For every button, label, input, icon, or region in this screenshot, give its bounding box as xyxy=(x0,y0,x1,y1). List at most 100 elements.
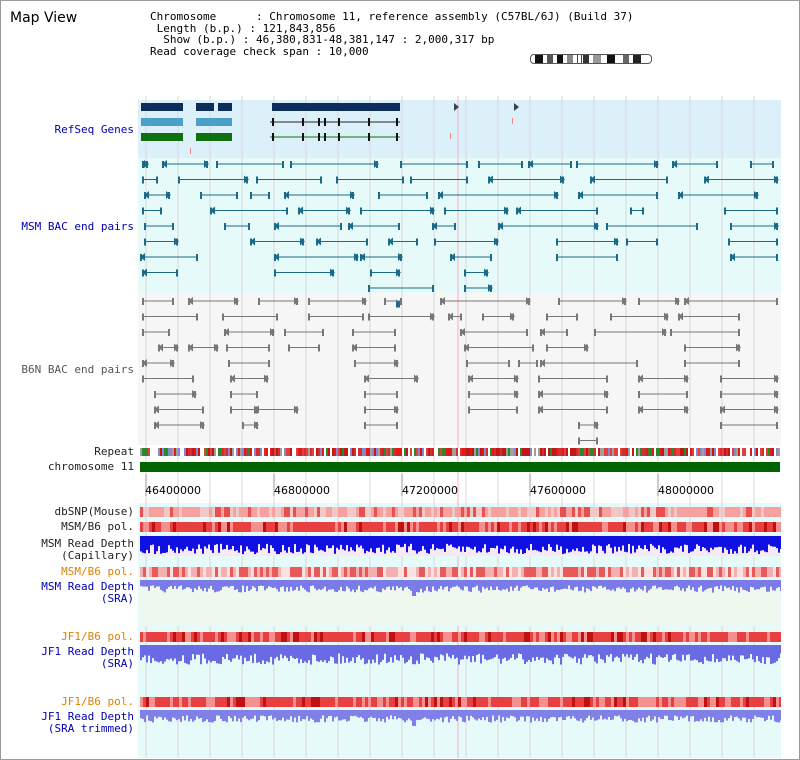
depth-bar xyxy=(510,710,512,716)
depth-bar xyxy=(388,710,390,720)
depth-bar xyxy=(534,536,536,550)
depth-bar xyxy=(420,580,422,589)
polymorphism-cell xyxy=(416,632,419,642)
depth-bar xyxy=(222,536,224,550)
bac-end xyxy=(521,161,523,168)
depth-bar xyxy=(300,645,302,660)
bac-end xyxy=(368,313,370,321)
depth-bar xyxy=(462,645,464,660)
repeat-segment xyxy=(196,448,198,456)
depth-bar xyxy=(498,645,500,659)
polymorphism-cell xyxy=(161,522,164,532)
polymorphism-cell xyxy=(518,567,521,577)
depth-bar xyxy=(534,710,536,721)
repeat-segment xyxy=(720,448,722,456)
depth-bar xyxy=(482,536,484,549)
depth-bar xyxy=(176,645,178,665)
depth-bar xyxy=(538,645,540,660)
repeat-segment xyxy=(710,448,712,456)
repeat-segment xyxy=(646,448,648,456)
polymorphism-cell xyxy=(773,632,776,642)
polymorphism-cell xyxy=(773,507,776,517)
depth-bar xyxy=(302,580,304,588)
polymorphism-cell xyxy=(431,522,434,532)
depth-bar xyxy=(346,710,348,722)
depth-bar xyxy=(674,580,676,587)
depth-bar xyxy=(598,580,600,587)
repeat-segment xyxy=(354,448,356,456)
polymorphism-cell xyxy=(533,567,536,577)
depth-bar xyxy=(358,536,360,548)
depth-bar xyxy=(220,710,222,719)
depth-bar xyxy=(644,645,646,660)
chromosome-ideogram[interactable] xyxy=(530,54,652,64)
polymorphism-cell xyxy=(674,632,677,642)
repeat-segment xyxy=(460,448,462,456)
polymorphism-cell xyxy=(272,632,275,642)
polymorphism-cell xyxy=(689,507,692,517)
polymorphism-cell xyxy=(386,632,389,642)
depth-bar xyxy=(588,536,590,554)
depth-bar xyxy=(764,710,766,722)
depth-bar xyxy=(392,645,394,663)
polymorphism-cell xyxy=(647,632,650,642)
depth-bar xyxy=(710,580,712,588)
bac-end-arrow xyxy=(298,206,303,215)
polymorphism-cell xyxy=(728,522,731,532)
bac-end-arrow xyxy=(684,297,689,305)
depth-bar xyxy=(534,645,536,661)
polymorphism-cell xyxy=(596,632,599,642)
depth-bar xyxy=(626,645,628,655)
depth-bar xyxy=(596,645,598,664)
depth-bar xyxy=(234,536,236,552)
repeat-segment xyxy=(752,448,754,456)
depth-bar xyxy=(720,710,722,723)
depth-bar xyxy=(378,710,380,719)
bac-end-arrow xyxy=(622,297,627,305)
depth-bar xyxy=(628,710,630,720)
gene-exon xyxy=(196,133,232,141)
depth-bar xyxy=(260,710,262,716)
polymorphism-cell xyxy=(503,567,506,577)
depth-bar xyxy=(618,536,620,547)
depth-bar xyxy=(364,710,366,722)
depth-bar xyxy=(332,580,334,590)
polymorphism-cell xyxy=(629,522,632,532)
depth-bar xyxy=(488,580,490,591)
depth-bar xyxy=(144,536,146,554)
polymorphism-cell xyxy=(203,697,206,707)
bac-end xyxy=(466,360,468,367)
polymorphism-cell xyxy=(566,567,569,577)
polymorphism-cell xyxy=(392,522,395,532)
depth-bar xyxy=(700,645,702,663)
depth-bar xyxy=(650,536,652,544)
polymorphism-cell xyxy=(674,567,677,577)
depth-bar xyxy=(178,710,180,720)
depth-bar xyxy=(718,580,720,590)
polymorphism-cell xyxy=(719,567,722,577)
polymorphism-cell xyxy=(173,507,176,517)
depth-bar xyxy=(720,645,722,662)
depth-bar xyxy=(232,536,234,546)
polymorphism-cell xyxy=(356,697,359,707)
polymorphism-cell xyxy=(365,697,368,707)
depth-bar xyxy=(760,645,762,663)
polymorphism-cell xyxy=(575,697,578,707)
repeat-segment xyxy=(140,448,142,456)
depth-bar xyxy=(380,645,382,663)
polymorphism-cell xyxy=(203,522,206,532)
gene-exon xyxy=(196,118,232,126)
depth-bar xyxy=(706,536,708,551)
depth-bar xyxy=(722,580,724,592)
polymorphism-cell xyxy=(221,507,224,517)
bac-end-arrow xyxy=(594,421,599,429)
depth-bar xyxy=(622,536,624,546)
polymorphism-cell xyxy=(557,507,560,517)
depth-bar xyxy=(506,536,508,553)
depth-bar xyxy=(156,536,158,552)
genome-track-view[interactable] xyxy=(138,96,781,758)
bac-end-arrow xyxy=(200,421,205,429)
polymorphism-cell xyxy=(524,522,527,532)
polymorphism-cell xyxy=(695,632,698,642)
bac-end xyxy=(578,437,580,445)
